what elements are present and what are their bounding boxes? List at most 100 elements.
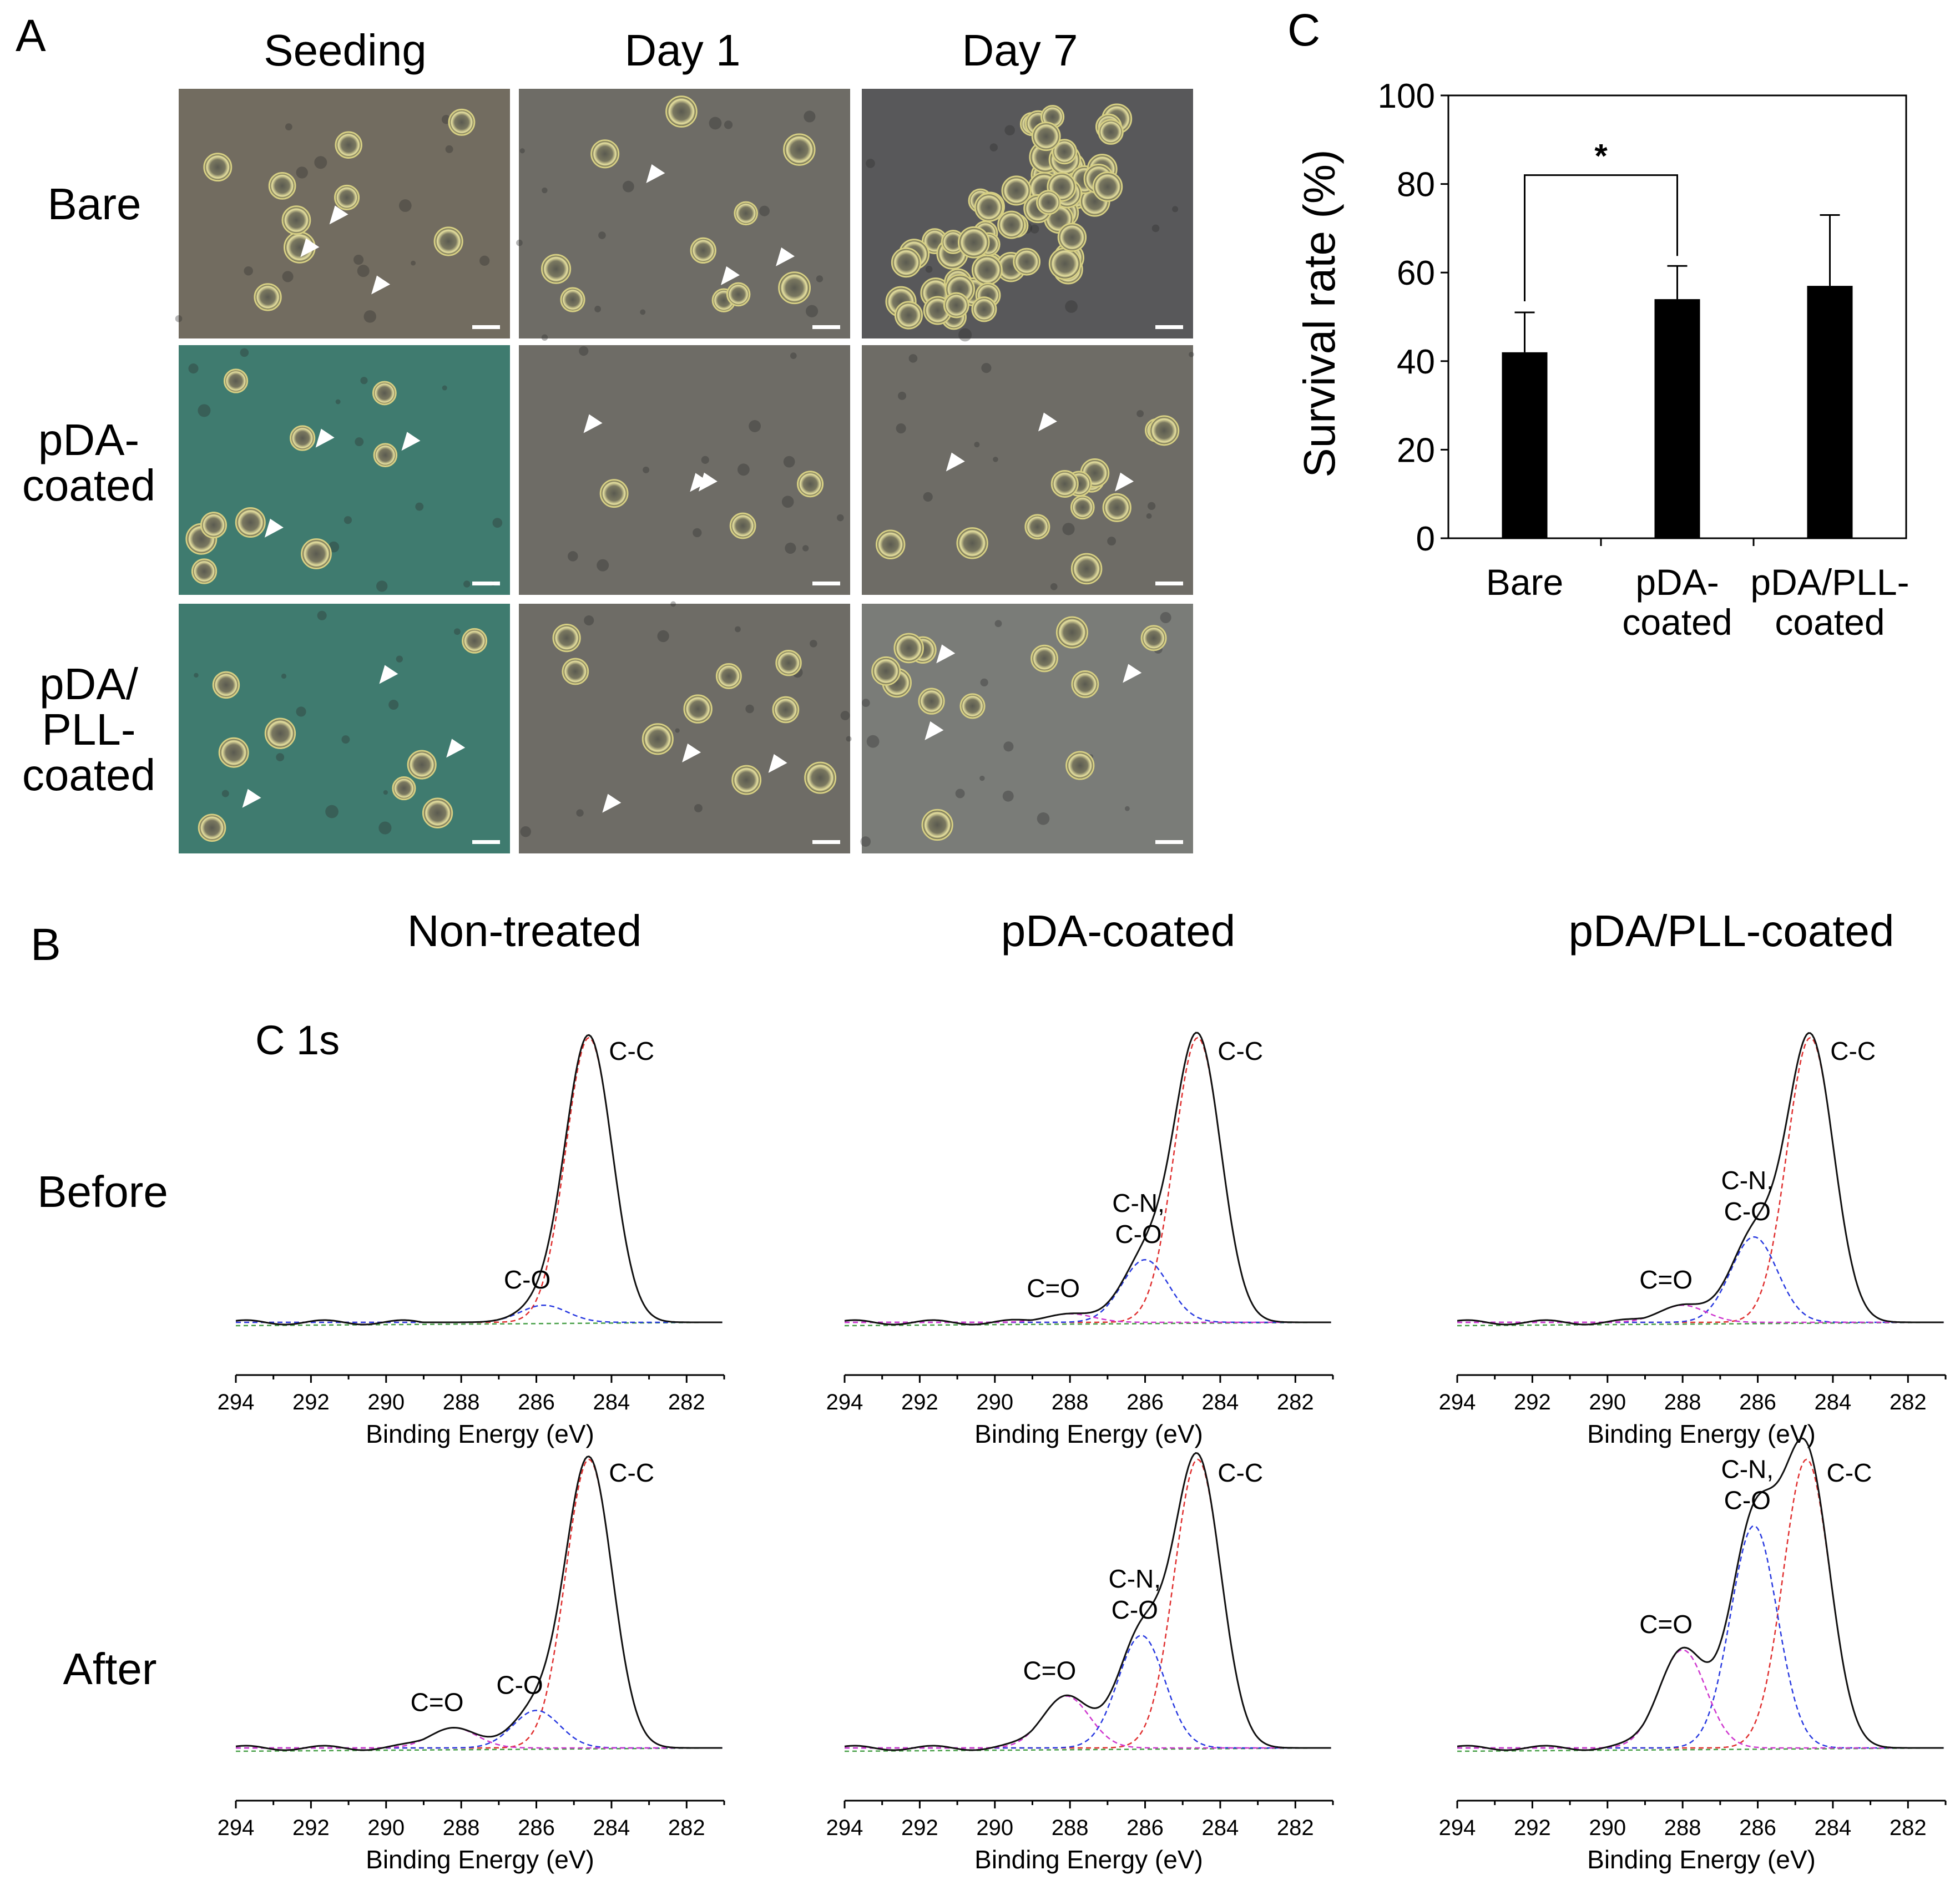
cell bbox=[731, 765, 762, 795]
debris-speck bbox=[584, 615, 594, 626]
panel-label-a: A bbox=[16, 11, 46, 61]
debris-speck bbox=[923, 492, 933, 502]
cell bbox=[301, 538, 332, 569]
debris-speck bbox=[542, 187, 548, 194]
cell bbox=[1092, 171, 1123, 202]
arrowhead-marker bbox=[925, 721, 944, 740]
x-tick-label: 286 bbox=[1127, 1390, 1164, 1414]
cell bbox=[1050, 469, 1079, 498]
x-tick-label: 292 bbox=[292, 1816, 330, 1840]
cell bbox=[726, 282, 751, 307]
y-tick-label: 40 bbox=[1397, 343, 1435, 381]
envelope-curve bbox=[844, 1032, 1331, 1326]
debris-speck bbox=[1151, 224, 1160, 233]
xps-spectra: Non-treated pDA-coated pDA/PLL-coated Be… bbox=[37, 906, 1947, 1874]
debris-speck bbox=[325, 805, 339, 818]
x-tick-label: 286 bbox=[518, 1816, 555, 1840]
debris-speck bbox=[1037, 812, 1050, 825]
x-axis-title: Binding Energy (eV) bbox=[366, 1845, 594, 1874]
cell bbox=[462, 628, 488, 654]
debris-speck bbox=[445, 145, 453, 153]
xps-panel: 294 292 290 288 286 284 282 Binding Energy (eV)… bbox=[826, 1032, 1334, 1448]
peak-label: C=O bbox=[1023, 1656, 1076, 1685]
component-peak bbox=[236, 1458, 723, 1749]
debris-speck bbox=[1148, 502, 1156, 510]
arrowhead-marker bbox=[720, 266, 740, 285]
cell bbox=[715, 663, 742, 689]
debris-speck bbox=[1030, 224, 1039, 234]
debris-speck bbox=[355, 437, 364, 447]
debris-speck bbox=[861, 699, 870, 707]
arrowhead-marker bbox=[776, 247, 795, 266]
x-tick-label: 294 bbox=[218, 1390, 255, 1414]
significance-star: * bbox=[1594, 138, 1608, 175]
debris-speck bbox=[388, 700, 399, 710]
x-tick-label: 282 bbox=[1277, 1816, 1314, 1840]
envelope-curve bbox=[235, 1456, 723, 1751]
arrowhead-marker bbox=[646, 164, 665, 183]
debris-speck bbox=[898, 391, 907, 400]
bar bbox=[1807, 286, 1853, 538]
x-tick-label: 292 bbox=[1514, 1390, 1551, 1414]
component-peak bbox=[845, 1313, 1331, 1323]
debris-speck bbox=[383, 790, 388, 795]
y-axis-label: Survival rate (%) bbox=[1295, 149, 1344, 477]
cell bbox=[335, 131, 362, 159]
x-tick-label: 290 bbox=[1589, 1390, 1626, 1414]
arrowhead-marker bbox=[768, 754, 787, 773]
peak-label: C-O bbox=[496, 1670, 543, 1699]
cell bbox=[683, 694, 713, 724]
xps-spectrum-label: C 1s bbox=[255, 1017, 340, 1063]
row-header-bare: Bare bbox=[48, 179, 142, 229]
debris-speck bbox=[576, 809, 584, 817]
cell bbox=[218, 737, 249, 768]
debris-speck bbox=[1003, 741, 1014, 752]
debris-speck bbox=[670, 601, 676, 607]
peak-label: C-N, bbox=[1721, 1455, 1774, 1484]
cell bbox=[562, 658, 589, 685]
debris-speck bbox=[594, 306, 601, 312]
cell bbox=[957, 226, 990, 259]
peak-label: C-O bbox=[1724, 1486, 1771, 1515]
debris-speck bbox=[285, 123, 292, 131]
xps-panel: 294 292 290 288 286 284 282 Binding Energy (eV)… bbox=[218, 1456, 725, 1874]
cell bbox=[407, 750, 437, 780]
debris-speck bbox=[516, 239, 523, 246]
x-axis-title: Binding Energy (eV) bbox=[974, 1419, 1203, 1448]
component-peak bbox=[845, 1695, 1331, 1749]
cell bbox=[200, 512, 228, 539]
cell bbox=[729, 512, 756, 539]
cell bbox=[212, 671, 240, 699]
scale-bar bbox=[812, 325, 840, 329]
cell bbox=[921, 808, 953, 841]
debris-speck bbox=[398, 199, 412, 212]
xps-row-title-after: After bbox=[63, 1644, 157, 1694]
cell bbox=[448, 108, 476, 136]
arrowhead-marker bbox=[690, 473, 709, 492]
debris-speck bbox=[724, 120, 733, 129]
peak-label: C-C bbox=[1827, 1458, 1872, 1487]
y-tick-label: 60 bbox=[1397, 254, 1435, 292]
scale-bar bbox=[812, 840, 840, 844]
component-peak bbox=[845, 1634, 1331, 1749]
peak-label: C-O bbox=[1724, 1197, 1771, 1226]
debris-speck bbox=[411, 260, 416, 266]
debris-speck bbox=[640, 309, 646, 315]
cell bbox=[1030, 644, 1058, 673]
cell bbox=[971, 296, 997, 322]
debris-speck bbox=[341, 735, 350, 744]
cell bbox=[871, 656, 901, 686]
debris-speck bbox=[194, 673, 199, 678]
micrograph-2-1 bbox=[519, 601, 852, 853]
x-category-label: pDA- bbox=[1635, 562, 1719, 603]
debris-speck bbox=[276, 753, 285, 761]
debris-speck bbox=[810, 640, 817, 648]
xps-row-title-before: Before bbox=[37, 1167, 168, 1216]
debris-speck bbox=[453, 628, 461, 635]
significance-bracket bbox=[1524, 174, 1678, 302]
debris-speck bbox=[806, 305, 819, 317]
micrograph-2-2 bbox=[860, 604, 1193, 853]
debris-speck bbox=[955, 789, 965, 799]
x-tick-label: 282 bbox=[668, 1390, 705, 1414]
